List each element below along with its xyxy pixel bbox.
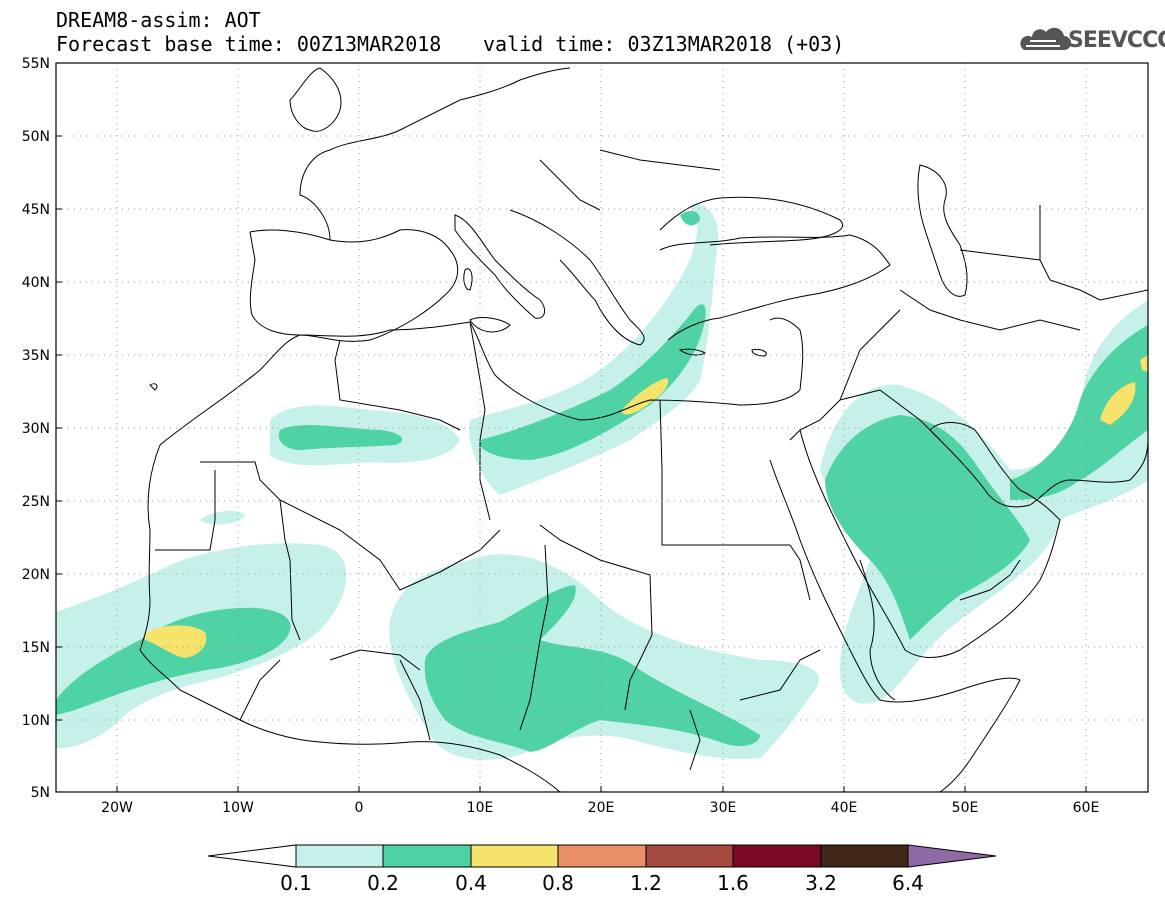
forecast-base-time: Forecast base time: 00Z13MAR2018	[56, 32, 442, 56]
colorbar-swatch	[557, 844, 647, 868]
colorbar-swatch	[295, 844, 384, 868]
lon-label: 60E	[1073, 800, 1100, 816]
coastlines	[139, 67, 1148, 792]
aot-level-0-2	[56, 210, 1148, 752]
lon-label: 10W	[222, 800, 254, 816]
lat-label: 55N	[22, 56, 50, 72]
lat-label: 35N	[22, 348, 50, 364]
lat-label: 5N	[31, 785, 50, 801]
colorbar-left-triangle	[207, 844, 297, 868]
lat-label: 45N	[22, 202, 50, 218]
cloud-icon	[1020, 27, 1071, 50]
lat-label: 30N	[22, 421, 50, 437]
lat-label: 50N	[22, 129, 50, 145]
map-title: DREAM8-assim: AOT	[56, 8, 261, 32]
lat-label: 40N	[22, 275, 50, 291]
colorbar-swatch	[382, 844, 472, 868]
colorbar-swatch	[820, 844, 909, 868]
lat-label: 15N	[22, 640, 50, 656]
colorbar-label: 0.1	[280, 871, 312, 895]
colorbar-label: 3.2	[805, 871, 837, 895]
colorbar-right-triangle	[907, 844, 997, 868]
longitude-labels: 20W 10W 0 10E 20E 30E 40E 50E 60E	[101, 800, 1099, 816]
lon-label: 20W	[101, 800, 133, 816]
seevccc-logo: SEEVCCC	[1068, 28, 1165, 53]
lon-label: 30E	[710, 800, 737, 816]
colorbar-swatch	[732, 844, 822, 868]
colorbar-label: 0.8	[542, 871, 574, 895]
colorbar-label: 6.4	[892, 871, 924, 895]
country-borders	[155, 149, 1148, 771]
lon-label: 20E	[588, 800, 615, 816]
lon-label: 10E	[467, 800, 494, 816]
colorbar-swatch	[645, 844, 734, 868]
lat-label: 10N	[22, 713, 50, 729]
colorbar-label: 0.2	[367, 871, 399, 895]
colorbar-label: 1.6	[717, 871, 749, 895]
valid-time: valid time: 03Z13MAR2018 (+03)	[483, 32, 845, 56]
lon-label: 50E	[952, 800, 979, 816]
lon-label: 0	[355, 800, 364, 816]
latitude-labels: 55N 50N 45N 40N 35N 30N 25N 20N 15N 10N …	[22, 56, 50, 801]
aot-shading	[56, 203, 1148, 760]
colorbar-swatch	[470, 844, 559, 868]
lat-label: 25N	[22, 494, 50, 510]
map-gridlines	[56, 63, 1148, 792]
colorbar-label: 1.2	[630, 871, 662, 895]
axis-ticks	[56, 62, 1087, 792]
lat-label: 20N	[22, 567, 50, 583]
lon-label: 40E	[831, 800, 858, 816]
colorbar-label: 0.4	[455, 871, 487, 895]
